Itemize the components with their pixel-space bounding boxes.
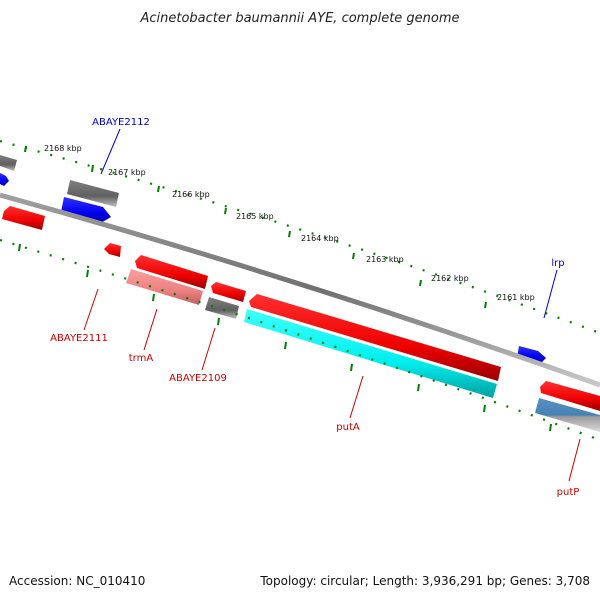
- major-tick: [18, 243, 21, 252]
- accession-text: Accession: NC_010410: [9, 574, 145, 588]
- gene-labels: ABAYE2112 lrp ABAYE2111 trmA ABAYE2109 p…: [50, 117, 579, 498]
- feature-gray-left-top[interactable]: [0, 155, 17, 171]
- outer-minor-ticks: [0, 139, 600, 335]
- major-tick: [288, 230, 291, 238]
- map-title: Acinetobacter baumannii AYE, complete ge…: [139, 11, 459, 26]
- feature-ABAYE2109[interactable]: [205, 297, 239, 319]
- major-tick: [417, 383, 420, 392]
- feature-ABAYE2111[interactable]: [104, 243, 121, 257]
- major-tick: [419, 279, 422, 287]
- major-tick: [86, 269, 89, 278]
- major-tick: [91, 164, 94, 173]
- major-tick: [549, 423, 552, 432]
- major-tick: [157, 185, 160, 193]
- genome-backbone: [0, 192, 600, 388]
- feature-red-right[interactable]: [540, 381, 600, 411]
- tick-label: 2166 kbp: [172, 190, 210, 199]
- label-ABAYE2111[interactable]: ABAYE2111: [50, 333, 108, 344]
- feature-trmA[interactable]: [126, 269, 203, 305]
- leader-lrp: [543, 269, 558, 319]
- major-tick: [152, 293, 155, 302]
- tick-label: 2164 kbp: [301, 234, 339, 243]
- tick-label: 2161 kbp: [497, 293, 535, 302]
- major-tick: [24, 145, 27, 153]
- feature-ABAYE2111-left[interactable]: [2, 206, 45, 230]
- major-tick: [217, 317, 220, 326]
- leader-putP: [568, 438, 581, 482]
- inner-tick-track: [0, 238, 600, 442]
- reverse-strand-features: [2, 206, 600, 432]
- feature-putP[interactable]: [535, 398, 600, 432]
- feature-putA[interactable]: [244, 309, 497, 398]
- leader-ABAYE2109: [201, 327, 216, 371]
- major-tick: [352, 252, 355, 260]
- tick-label: 2168 kbp: [44, 144, 82, 153]
- major-tick: [484, 301, 487, 309]
- major-tick: [483, 404, 486, 413]
- major-tick: [224, 207, 227, 215]
- label-lrp[interactable]: lrp: [551, 258, 564, 269]
- leader-trmA: [143, 308, 158, 351]
- major-tick: [350, 363, 353, 372]
- tick-label: 2165 kbp: [236, 212, 274, 221]
- feature-small-red[interactable]: [211, 282, 246, 302]
- feature-red-upper[interactable]: [135, 255, 208, 289]
- callout-lines: [83, 128, 581, 482]
- leader-putA: [349, 375, 364, 419]
- tick-label: 2167 kbp: [108, 168, 146, 177]
- tick-label: 2163 kbp: [366, 255, 404, 264]
- feature-ABAYE2112[interactable]: [61, 197, 111, 224]
- feature-blue-left[interactable]: [0, 173, 9, 186]
- label-ABAYE2109[interactable]: ABAYE2109: [169, 373, 227, 384]
- tick-label: 2162 kbp: [431, 274, 469, 283]
- label-putA[interactable]: putA: [336, 422, 360, 433]
- major-tick: [284, 341, 287, 350]
- label-ABAYE2112[interactable]: ABAYE2112: [92, 117, 150, 128]
- feature-putA-red[interactable]: [249, 294, 501, 381]
- feature-gray-upper[interactable]: [67, 180, 119, 207]
- outer-tick-track: [0, 139, 600, 335]
- leader-ABAYE2112: [100, 128, 121, 175]
- label-trmA[interactable]: trmA: [129, 353, 154, 364]
- topology-text: Topology: circular; Length: 3,936,291 bp…: [259, 574, 590, 588]
- label-putP[interactable]: putP: [557, 487, 580, 498]
- tick-labels: 2168 kbp 2167 kbp 2166 kbp 2165 kbp 2164…: [44, 144, 535, 302]
- leader-ABAYE2111: [83, 288, 99, 331]
